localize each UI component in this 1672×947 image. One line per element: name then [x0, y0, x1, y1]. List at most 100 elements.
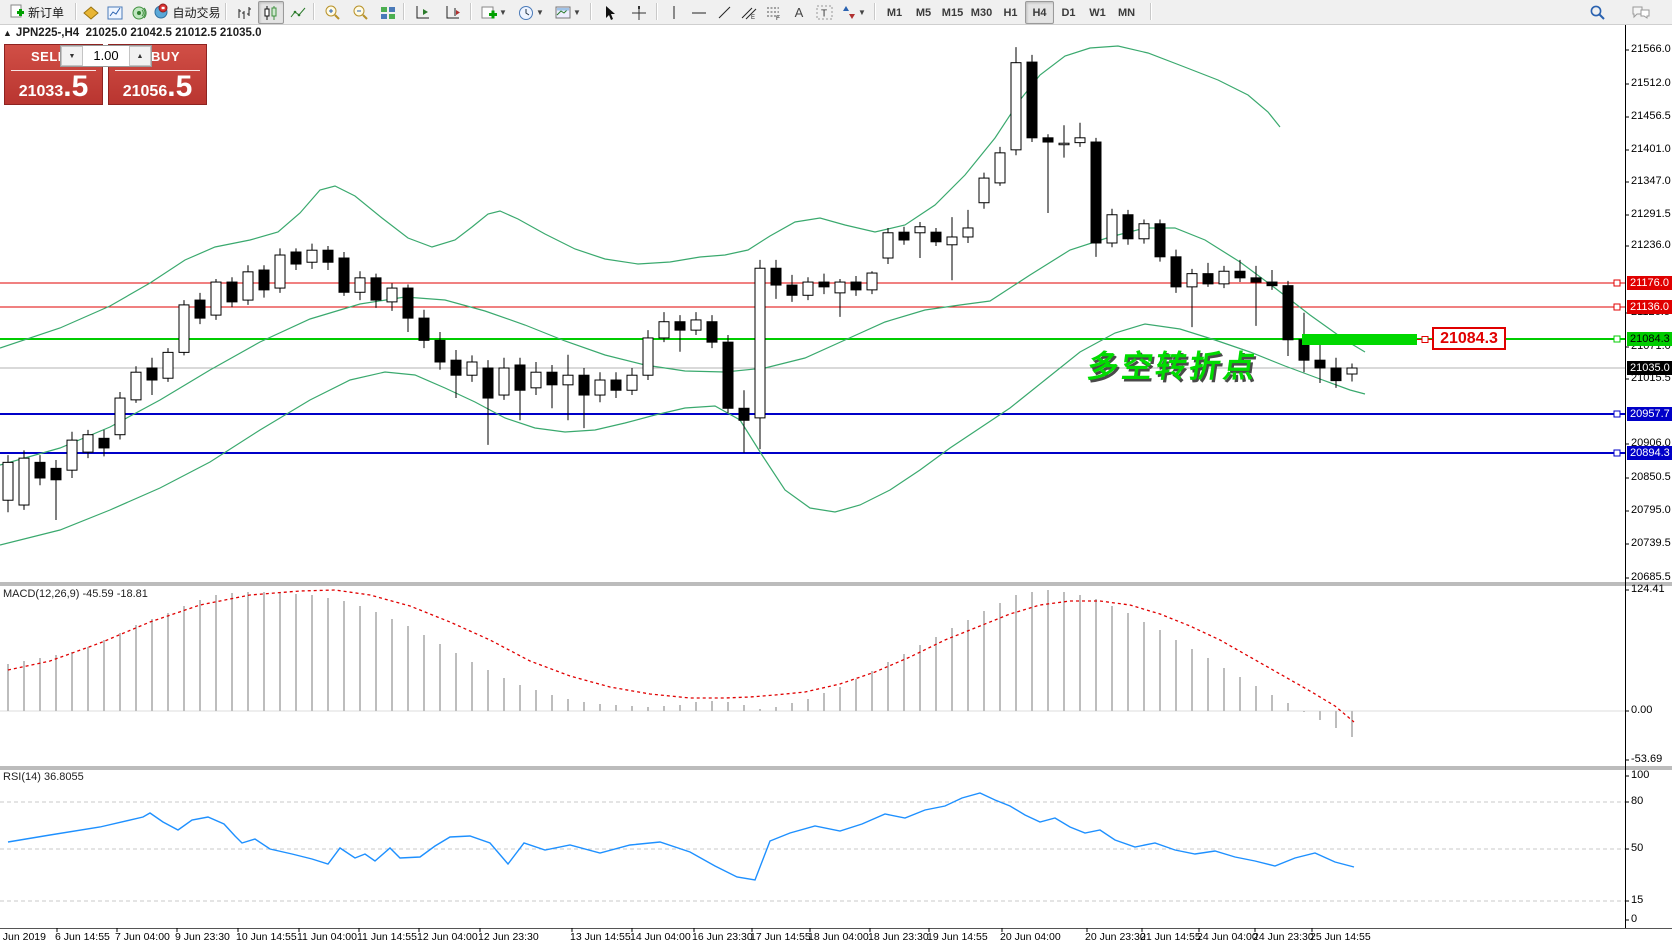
candle-body: [226, 281, 238, 303]
candle-body: [194, 299, 206, 319]
vertical-line-tool[interactable]: [662, 1, 686, 24]
candle-body: [2, 461, 14, 501]
candle-body: [210, 281, 222, 316]
periods-dropdown[interactable]: ▼: [513, 1, 549, 24]
candlestick-chart-button[interactable]: [258, 1, 284, 24]
line-handle[interactable]: [1613, 279, 1621, 287]
candle-body: [466, 361, 478, 376]
volume-input[interactable]: 1.00: [93, 48, 119, 63]
buy-price: 21056.5: [122, 70, 193, 103]
line-handle[interactable]: [1613, 335, 1621, 343]
candle-body: [386, 287, 398, 303]
candle-body: [546, 371, 558, 386]
cursor-tool-button[interactable]: [597, 1, 623, 24]
market-watch-icon[interactable]: [103, 1, 127, 24]
candle-body: [434, 339, 446, 363]
arrows-dropdown[interactable]: ▼: [837, 1, 871, 24]
timeframe-m15[interactable]: M15: [941, 6, 964, 19]
search-icon[interactable]: [1584, 1, 1610, 24]
candle-body: [834, 281, 846, 294]
line-handle[interactable]: [1613, 410, 1621, 418]
line-handle[interactable]: [1613, 449, 1621, 457]
autotrade-button[interactable]: 自动交易: [151, 1, 223, 24]
timeframe-m30[interactable]: M30: [970, 6, 993, 19]
band-line-upper: [0, 45, 1281, 349]
new-chart-dropdown[interactable]: ▼: [476, 1, 512, 24]
timeframe-m5[interactable]: M5: [915, 6, 932, 19]
macd-signal-line: [7, 589, 1355, 723]
auto-scroll-button[interactable]: [409, 1, 437, 24]
candle-body: [706, 321, 718, 343]
candle-body: [802, 281, 814, 296]
candle-body: [322, 249, 334, 263]
candle-body: [338, 257, 350, 293]
candle-body: [642, 337, 654, 376]
svg-text:E: E: [751, 15, 755, 20]
chart-background: [0, 24, 1672, 947]
highlight-price-bar[interactable]: [1302, 334, 1417, 345]
candle-body: [1090, 141, 1102, 244]
new-order-button[interactable]: 新订单: [1, 1, 73, 24]
candle-body: [1330, 367, 1342, 382]
sell-price: 21033.5: [18, 70, 89, 103]
candle-body: [962, 227, 974, 238]
candle-body: [402, 287, 414, 319]
channel-tool[interactable]: E: [737, 1, 761, 24]
crosshair-tool-button[interactable]: [626, 1, 652, 24]
chevron-down-icon: ▼: [858, 8, 866, 17]
timeframe-mn[interactable]: MN: [1117, 6, 1136, 19]
candle-body: [626, 374, 638, 391]
candle-body: [1250, 277, 1262, 283]
candle-body: [498, 367, 510, 396]
candle-body: [178, 304, 190, 353]
timeframe-h1[interactable]: H1: [1003, 6, 1018, 19]
separator: [874, 3, 876, 20]
separator: [470, 3, 472, 20]
chevron-down-icon: ▼: [536, 8, 544, 17]
candle-body: [114, 397, 126, 436]
candle-body: [722, 341, 734, 409]
candle-body: [258, 269, 270, 291]
line-handle[interactable]: [1613, 303, 1621, 311]
horizontal-line-tool[interactable]: [687, 1, 711, 24]
charts-gold-icon[interactable]: [79, 1, 103, 24]
candle-body: [290, 251, 302, 265]
candle-body: [1218, 270, 1230, 285]
candle-body: [514, 364, 526, 391]
candle-body: [882, 232, 894, 259]
volume-increase-button[interactable]: ▲: [129, 46, 151, 66]
zoom-out-button[interactable]: [347, 1, 373, 24]
candle-body: [674, 321, 686, 331]
trendline-tool[interactable]: [712, 1, 736, 24]
candle-body: [1346, 367, 1358, 375]
tile-windows-button[interactable]: [375, 1, 401, 24]
timeframe-h4[interactable]: H4: [1025, 1, 1054, 24]
timeframe-d1[interactable]: D1: [1061, 6, 1076, 19]
chat-icon[interactable]: [1626, 1, 1656, 24]
candle-body: [898, 231, 910, 241]
candle-body: [146, 367, 158, 381]
new-order-label: 新订单: [27, 6, 64, 20]
text-tool-button[interactable]: A: [794, 5, 804, 20]
candle-body: [946, 236, 958, 246]
bar-chart-button[interactable]: [231, 1, 257, 24]
candle-body: [482, 367, 494, 399]
templates-dropdown[interactable]: ▼: [550, 1, 586, 24]
candle-body: [738, 407, 750, 421]
chart-shift-button[interactable]: [439, 1, 467, 24]
separator: [590, 3, 592, 20]
text-label-tool-button[interactable]: T: [812, 1, 836, 24]
zoom-in-button[interactable]: [319, 1, 345, 24]
fibonacci-tool[interactable]: F: [762, 1, 786, 24]
candle-body: [1010, 62, 1022, 151]
signals-icon[interactable]: [127, 1, 151, 24]
volume-decrease-button[interactable]: ▼: [61, 46, 83, 66]
candle-body: [18, 457, 30, 506]
timeframe-m1[interactable]: M1: [886, 6, 903, 19]
flag-handle[interactable]: [1421, 336, 1429, 343]
line-chart-button[interactable]: [285, 1, 311, 24]
timeframe-w1[interactable]: W1: [1089, 6, 1106, 19]
sell-button[interactable]: SELL 21033.5: [4, 44, 103, 105]
